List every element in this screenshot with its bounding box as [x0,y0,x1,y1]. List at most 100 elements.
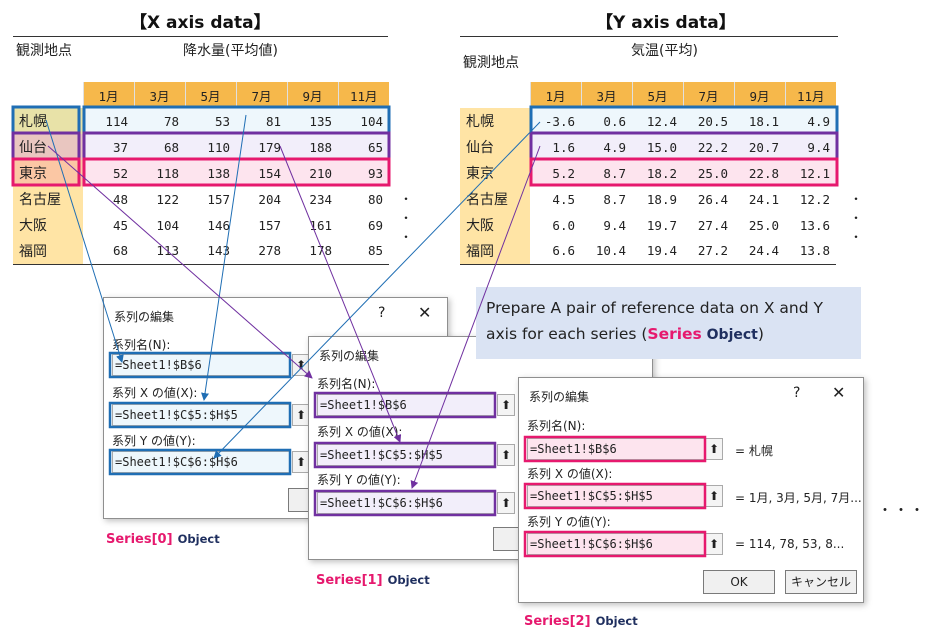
range-pick-icon[interactable]: ⬆ [497,394,515,416]
value-cell: 204 [258,191,281,207]
help-icon[interactable]: ? [793,385,801,401]
value-cell: 178 [309,243,332,259]
range-pick-icon[interactable]: ⬆ [497,492,515,514]
month-header: 7月 [235,82,287,108]
y-table-header-left: 観測地点 [463,55,519,71]
value-cell: 8.7 [603,165,626,181]
series-y-label: 系列 Y の値(Y): [527,515,611,529]
dlg1-x-box [313,441,497,469]
city-cell: 福岡 [13,238,83,264]
value-cell: 9.4 [807,139,830,155]
note-object-word: Object [701,327,758,343]
x-row-sendai-box [82,131,391,161]
value-cell: 157 [258,217,281,233]
x-table-topline [13,36,388,37]
value-cell: 22.8 [748,165,779,181]
series-x-field[interactable]: =Sheet1!$C$5:$H$5 [112,404,290,426]
series-name-field[interactable]: =Sheet1!$B$6 [317,394,495,416]
explanation-note: Prepare A pair of reference data on X an… [476,287,861,359]
value-cell: 4.5 [552,191,575,207]
series-y-preview: = 114, 78, 53, 8... [735,537,845,551]
arrow-blue-x [201,114,247,401]
value-cell: 138 [207,165,230,181]
dlg1-name-box [313,391,497,419]
close-icon[interactable]: ✕ [832,383,846,402]
value-cell: 179 [258,139,281,155]
value-cell: 104 [156,217,179,233]
dlg2-name-box [523,435,707,463]
value-cell: 10.4 [595,243,626,259]
city-cell: 東京 [13,160,83,186]
city-cell: 札幌 [13,108,83,134]
value-cell: -3.6 [544,113,575,129]
table-row: 福岡 68 113 143 278 178 85 [13,238,389,264]
value-cell: 12.4 [646,113,677,129]
table-row: 名古屋 48 122 157 204 234 80 [13,186,389,212]
close-icon[interactable]: ✕ [418,303,432,322]
table-row: 大阪 6.0 9.4 19.7 27.4 25.0 13.6 [460,212,836,238]
city-cell: 大阪 [460,212,530,238]
value-cell: 18.2 [646,165,677,181]
value-cell: 78 [163,113,179,129]
month-header: 9月 [733,82,785,108]
value-cell: 12.2 [799,191,830,207]
value-cell: 19.4 [646,243,677,259]
dlg1-y-box [313,489,497,517]
help-icon[interactable]: ? [378,305,386,321]
value-cell: 80 [367,191,383,207]
cancel-button[interactable]: キャンセル [785,570,857,594]
note-text-end: ) [757,325,764,343]
month-header: 11月 [337,82,389,108]
value-cell: 0.6 [603,113,626,129]
table-row: 東京 52 118 138 154 210 93 [13,160,389,186]
dlg0-x-box [108,401,292,429]
value-cell: 122 [156,191,179,207]
month-header: 3月 [133,82,185,108]
x-table-header-left: 観測地点 [16,43,72,59]
value-cell: 13.6 [799,217,830,233]
ok-button[interactable]: OK [703,570,775,594]
value-cell: 37 [112,139,128,155]
table-row: 大阪 45 104 146 157 161 69 [13,212,389,238]
table-row: 仙台 1.6 4.9 15.0 22.2 20.7 9.4 [460,134,836,160]
city-cell: 札幌 [460,108,530,134]
month-header: 9月 [286,82,338,108]
value-cell: 18.9 [646,191,677,207]
value-cell: 24.1 [748,191,779,207]
series-2-caption: Series[2] Object [524,614,638,629]
value-cell: 278 [258,243,281,259]
value-cell: 5.2 [552,165,575,181]
series-0-caption: Series[0] Object [106,532,220,547]
y-table-topline [460,36,838,37]
value-cell: 81 [265,113,281,129]
value-cell: 161 [309,217,332,233]
x-row-sapporo-box [82,105,391,135]
table-row: 東京 5.2 8.7 18.2 25.0 22.8 12.1 [460,160,836,186]
series-x-field[interactable]: =Sheet1!$C$5:$H$5 [317,444,495,466]
month-header: 7月 [682,82,734,108]
value-cell: 25.0 [748,217,779,233]
note-series-word: Series [647,325,702,343]
series-x-label: 系列 X の値(X): [317,425,403,439]
city-cell: 福岡 [460,238,530,264]
arrow-blue-name [45,119,124,363]
city-cell: 名古屋 [460,186,530,212]
arrow-purple-name [47,145,313,379]
series-edit-dialog-0: 系列の編集 ? ✕ 系列名(N): =Sheet1!$B$6 ⬆ 系列 X の値… [103,297,448,519]
value-cell: 24.4 [748,243,779,259]
value-cell: 25.0 [697,165,728,181]
value-cell: 69 [367,217,383,233]
value-cell: 210 [309,165,332,181]
value-cell: 6.6 [552,243,575,259]
series-1-caption: Series[1] Object [316,573,430,588]
dlg2-y-box [523,530,707,558]
range-pick-icon[interactable]: ⬆ [497,444,515,466]
x-table-more-dots: ・・・ [400,192,413,244]
dlg0-y-box [108,448,292,476]
series-y-field[interactable]: =Sheet1!$C$6:$H$6 [112,451,290,473]
value-cell: 68 [112,243,128,259]
series-y-field[interactable]: =Sheet1!$C$6:$H$6 [527,533,705,555]
dlg0-name-box [108,351,292,379]
month-header: 1月 [82,82,134,108]
series-name-field[interactable]: =Sheet1!$B$6 [112,354,290,376]
